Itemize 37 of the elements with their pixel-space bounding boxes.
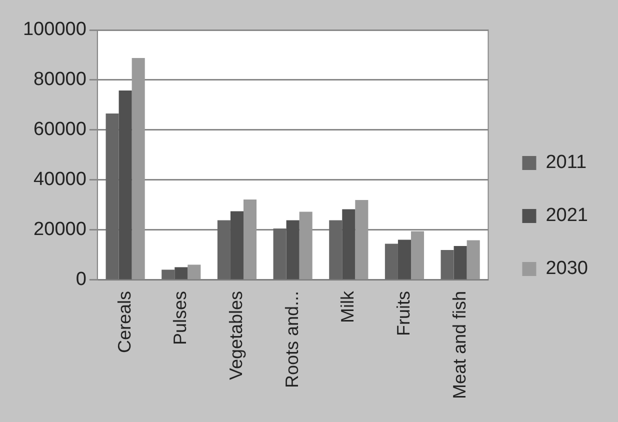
x-tick-label: Pulses: [170, 290, 190, 345]
x-tick-label: Roots and...: [282, 290, 302, 388]
bar: [217, 220, 230, 280]
bar: [286, 220, 300, 280]
bar: [230, 211, 244, 280]
bar: [132, 58, 145, 280]
bar: [118, 90, 132, 280]
bar: [410, 231, 424, 280]
y-tick-label: 20000: [34, 219, 86, 240]
bar: [342, 209, 356, 280]
x-tick-label: Meat and fish: [449, 290, 470, 399]
legend-label: 2030: [546, 258, 588, 280]
bar: [299, 212, 312, 280]
bar: [454, 246, 467, 280]
bar: [384, 244, 398, 280]
y-tick-label: 0: [76, 269, 86, 290]
y-tick-label: 80000: [34, 69, 86, 90]
x-tick-label: Cereals: [114, 290, 134, 353]
legend-label: 2021: [546, 205, 588, 226]
bar: [162, 270, 175, 280]
bar: [244, 199, 257, 280]
bar: [398, 240, 411, 280]
x-tick-label: Milk: [338, 290, 358, 323]
y-tick-label: 60000: [34, 119, 86, 140]
legend-label: 2011: [546, 152, 587, 174]
bar: [174, 267, 188, 280]
bar: [440, 250, 454, 280]
bar: [355, 200, 368, 280]
bar: [329, 220, 342, 280]
bar: [273, 228, 286, 280]
bar: [106, 113, 119, 280]
x-tick-label: Vegetables: [226, 290, 246, 380]
y-tick-label: 100000: [22, 19, 86, 40]
x-tick-label: Fruits: [393, 290, 414, 336]
bar: [188, 264, 201, 280]
y-tick-label: 40000: [34, 169, 86, 190]
bar: [466, 240, 480, 280]
